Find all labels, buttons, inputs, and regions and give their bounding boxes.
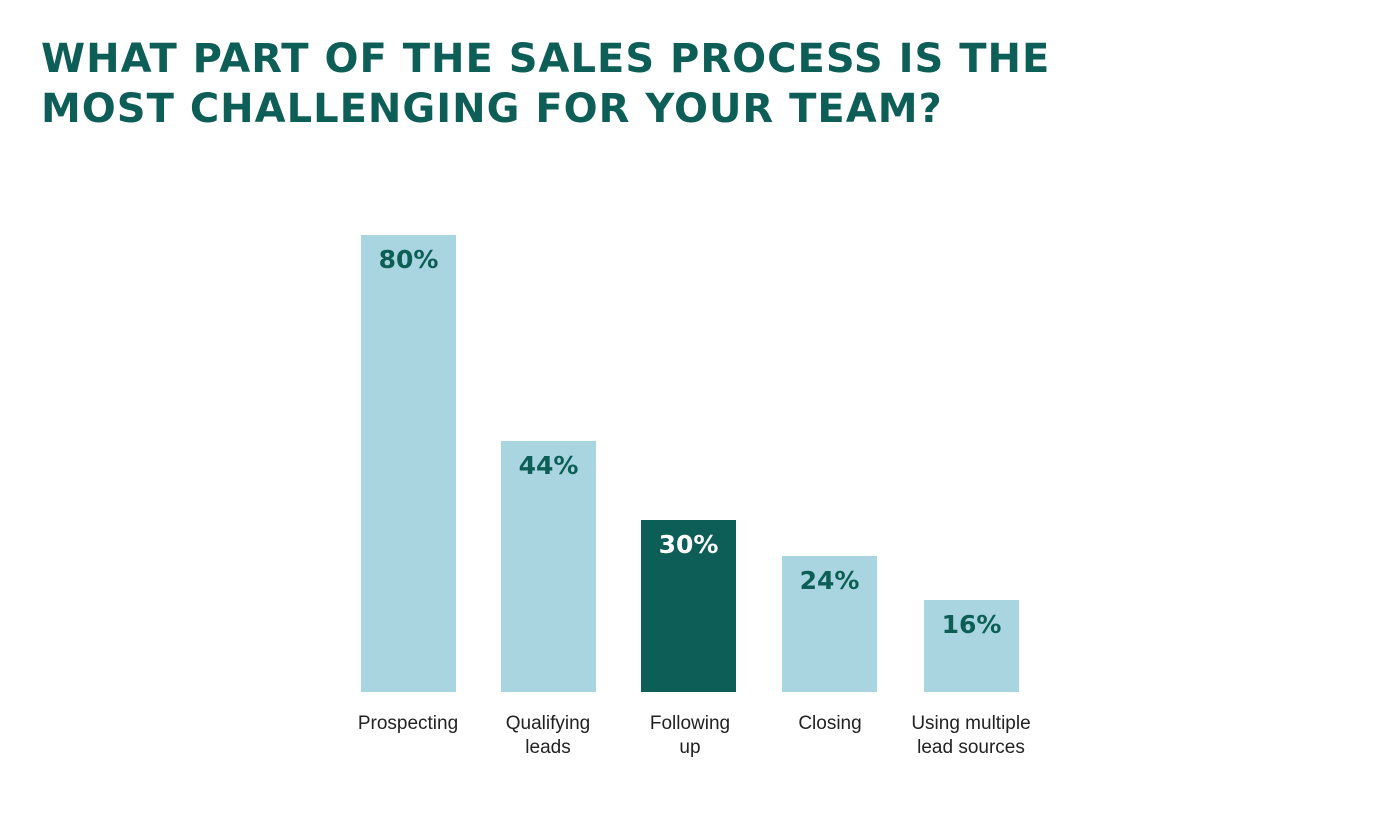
value-label: 44%: [518, 451, 579, 480]
category-label-qualifying-leads: Qualifying leads: [468, 712, 628, 760]
chart-title-line-2: MOST CHALLENGING FOR YOUR TEAM?: [41, 86, 943, 132]
label-line-2: leads: [525, 737, 571, 758]
label-line-2: up: [679, 737, 701, 758]
bar-using-multiple-lead-sources: 16%: [924, 600, 1019, 692]
category-label-using-multiple-lead-sources: Using multiple lead sources: [891, 712, 1051, 760]
category-label-prospecting: Prospecting: [328, 712, 488, 736]
chart-title-line-1: WHAT PART OF THE SALES PROCESS IS THE: [41, 36, 1051, 82]
label-line-2: lead sources: [917, 737, 1025, 758]
bar-following-up: 30%: [641, 520, 736, 692]
bar-qualifying-leads: 44%: [501, 441, 596, 692]
value-label: 30%: [658, 530, 719, 559]
value-label: 16%: [941, 610, 1002, 639]
label-line-1: Following: [649, 713, 731, 734]
label-line-1: Closing: [798, 713, 862, 734]
category-label-following-up: Following up: [610, 712, 770, 760]
value-label: 24%: [799, 566, 860, 595]
label-line-1: Using multiple: [911, 713, 1031, 734]
label-line-1: Qualifying: [505, 713, 591, 734]
category-label-closing: Closing: [750, 712, 910, 736]
label-line-1: Prospecting: [357, 713, 459, 734]
value-label: 80%: [378, 245, 439, 274]
bar-closing: 24%: [782, 556, 877, 692]
bar-prospecting: 80%: [361, 235, 456, 692]
chart-title: WHAT PART OF THE SALES PROCESS IS THE MO…: [41, 34, 1050, 134]
